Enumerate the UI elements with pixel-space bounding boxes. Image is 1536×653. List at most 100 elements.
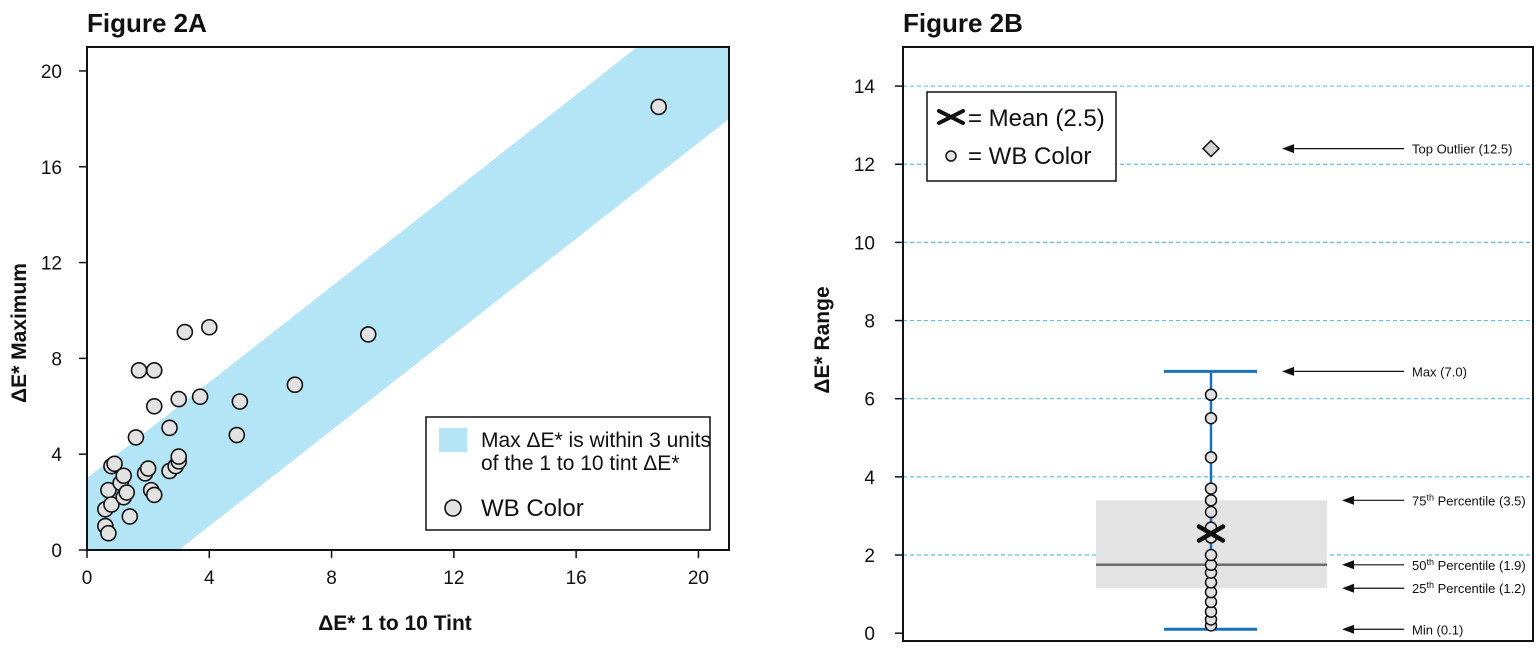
x-tick-label: 0 <box>82 568 93 589</box>
data-point <box>170 448 188 465</box>
y-tick-label: 8 <box>51 349 62 370</box>
x-tick-label: 8 <box>326 568 337 589</box>
data-point <box>118 484 136 501</box>
y-tick-label: 2 <box>864 546 875 567</box>
y-tick-label: 12 <box>854 155 875 176</box>
data-point <box>200 318 218 336</box>
annotation: 50th Percentile (1.9) <box>1342 557 1526 573</box>
annotation-arrow-head <box>1282 144 1294 154</box>
data-point <box>145 362 163 379</box>
x-tick-label: 16 <box>566 568 587 589</box>
figure-2b-legend-box <box>926 91 1117 182</box>
data-point <box>106 455 123 473</box>
y-tick-label: 6 <box>864 390 875 411</box>
data-point <box>103 496 120 513</box>
mean-marker <box>1196 524 1226 543</box>
figure-2b-title: Figure 2B <box>903 8 1023 38</box>
figure-2a-points <box>97 98 667 542</box>
data-point <box>139 460 157 477</box>
annotation: Top Outlier (12.5) <box>1282 142 1512 157</box>
figure-2a-legend-box <box>425 416 711 531</box>
figure-2a-title: Figure 2A <box>87 8 207 38</box>
figure-2a-plot-frame <box>86 46 730 551</box>
figure-2b-y-axis-label: ΔE* Range <box>811 286 834 393</box>
figure-2a-y-axis-label: ΔE* Maximum <box>8 263 31 403</box>
data-point <box>170 390 188 408</box>
data-point <box>286 376 304 394</box>
figure-2a-legend: Max ΔE* is within 3 units of the 1 to 10… <box>425 416 717 531</box>
y-tick-label: 16 <box>41 158 62 179</box>
figure-2b-legend-mean-marker <box>937 109 965 125</box>
x-tick-label: 12 <box>443 568 464 589</box>
data-point <box>359 326 377 343</box>
y-tick-label: 12 <box>41 254 62 275</box>
data-point <box>1204 505 1218 519</box>
data-point <box>1204 451 1218 464</box>
y-tick-label: 20 <box>41 62 62 83</box>
annotation-arrow-head <box>1342 583 1354 593</box>
y-tick-label: 8 <box>864 312 875 333</box>
data-point <box>161 419 178 437</box>
annotation-label: Top Outlier (12.5) <box>1412 142 1512 157</box>
annotation-label: 25th Percentile (1.2) <box>1412 580 1526 596</box>
annotation-label: Min (0.1) <box>1412 622 1463 637</box>
figure-2b: Figure 2B 0 2 4 6 8 10 12 14 Top Outlier (12.5)… <box>811 8 1534 645</box>
figure-2a-ticks: 0 4 8 12 16 20 0 4 8 12 16 20 <box>41 62 709 589</box>
data-point <box>1204 494 1218 507</box>
figure-2a-band-group <box>87 47 729 550</box>
y-tick-label: 10 <box>854 233 875 254</box>
figure-2b-box-group <box>1096 139 1327 632</box>
annotation-label: 75th Percentile (3.5) <box>1412 492 1526 508</box>
data-point <box>145 397 163 415</box>
figure-2b-plot-frame <box>902 46 1534 642</box>
figure-2a-band <box>87 47 729 550</box>
mean-marker-stroke <box>1196 524 1226 543</box>
y-tick-label: 14 <box>854 77 876 98</box>
data-point <box>1204 482 1218 495</box>
figure-2b-legend-point-label: = WB Color <box>968 143 1091 170</box>
y-tick-label: 0 <box>51 541 62 562</box>
data-point <box>231 393 249 410</box>
figure-2b-ticks: 0 2 4 6 8 10 12 14 <box>854 77 903 645</box>
figure-2b-legend: = Mean (2.5) = WB Color <box>926 91 1117 182</box>
y-tick-label: 4 <box>51 445 62 466</box>
y-tick-label: 0 <box>864 624 875 645</box>
figure-2a: Figure 2A 0 4 8 12 16 20 0 4 8 12 16 20 ΔE* 1 to 10… <box>8 8 730 635</box>
annotation-label: 50th Percentile (1.9) <box>1412 557 1526 573</box>
data-point <box>130 362 148 379</box>
data-point <box>1204 388 1218 402</box>
data-point <box>100 524 117 542</box>
annotation: Max (7.0) <box>1282 364 1467 379</box>
annotation-arrow-head <box>1342 624 1354 634</box>
x-tick-label: 4 <box>204 568 215 589</box>
data-point <box>115 467 132 485</box>
annotation-label: Max (7.0) <box>1412 364 1467 379</box>
data-point <box>1204 412 1218 425</box>
data-point <box>650 98 667 116</box>
data-point <box>1204 548 1218 562</box>
annotation-arrow-head <box>1342 560 1354 570</box>
figure-2a-legend-band-line-2: of the 1 to 10 tint ΔE* <box>481 452 680 475</box>
data-point <box>228 426 246 444</box>
figure-2b-annotations: Top Outlier (12.5) Max (7.0) 75th Percenti… <box>1282 142 1526 637</box>
figure-2a-x-axis-label: ΔE* 1 to 10 Tint <box>318 612 472 635</box>
data-point <box>121 508 139 525</box>
outlier-marker <box>1201 139 1221 158</box>
data-point <box>145 486 163 504</box>
annotation: 25th Percentile (1.2) <box>1342 580 1526 596</box>
data-point <box>127 429 145 446</box>
x-tick-label: 20 <box>688 568 709 589</box>
figure-2a-legend-point-marker <box>444 499 462 517</box>
figure-2a-legend-band-swatch <box>439 428 467 452</box>
annotation-arrow-head <box>1282 366 1294 376</box>
annotation: 75th Percentile (3.5) <box>1342 492 1526 508</box>
figure-2a-legend-point-label: WB Color <box>481 495 584 522</box>
figure-2b-legend-mean-label: = Mean (2.5) <box>968 105 1105 132</box>
data-point <box>191 388 209 406</box>
data-point <box>176 323 194 341</box>
annotation-arrow-head <box>1342 495 1354 505</box>
figure-2a-legend-band-label: Max ΔE* is within 3 units of the 1 to 10… <box>481 429 717 475</box>
figure-2b-legend-point-marker <box>945 150 957 162</box>
